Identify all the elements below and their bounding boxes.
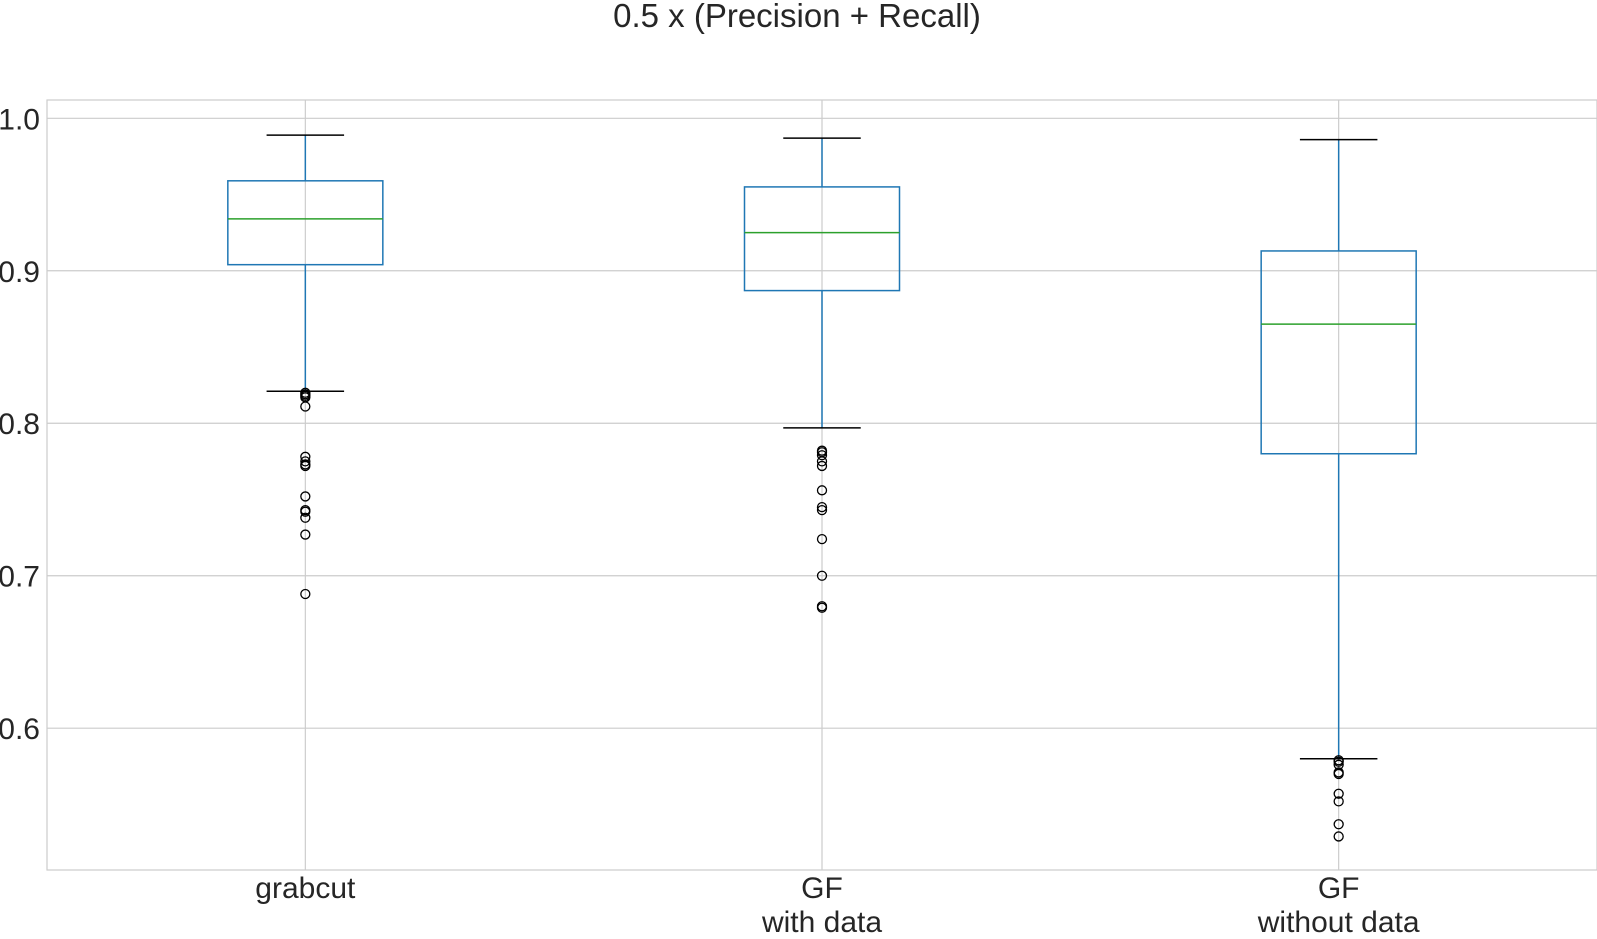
x-tick-label-line: without data [1257,906,1420,939]
y-tick-label: 0.9 [0,256,40,289]
box-iqr [1260,250,1417,455]
outlier-point [300,512,311,523]
outlier-point [816,533,828,545]
plot-area-frame [46,99,1597,871]
y-tick-label: 0.7 [0,561,40,594]
y-axis-ticks: 0.6 0.7 0.8 0.9 1.0 [0,103,40,746]
x-tick-label: GF with data [761,872,882,939]
y-tick-label: 0.8 [0,408,40,441]
outlier-point [816,505,828,516]
outlier-point [816,450,828,461]
outlier-point [300,460,311,472]
y-tick-label: 0.6 [0,713,40,746]
outlier-point [300,491,311,502]
outlier-point [1333,796,1344,807]
outlier-point [816,485,828,496]
y-tick-label: 1.0 [0,103,40,136]
chart-title: 0.5 x (Precision + Recall) [613,0,981,34]
outlier-point [816,501,828,513]
box-iqr [227,180,384,266]
outlier-point [1333,788,1344,799]
outlier-point [300,588,311,600]
x-tick-label-line: with data [761,906,882,939]
grid-lines [47,100,1597,870]
outlier-point [300,401,311,412]
outlier-point [300,456,311,467]
box-layer [227,134,1417,842]
outlier-point [816,570,828,581]
outlier-point [816,456,828,467]
box-group [1260,138,1417,842]
outlier-point [816,460,828,472]
x-tick-label-line: GF [1318,872,1360,905]
x-tick-label: GF without data [1257,872,1420,939]
outlier-point [300,506,311,517]
box-group [743,137,901,613]
outlier-point [300,529,311,540]
x-tick-label-line: grabcut [255,872,356,905]
x-tick-label: grabcut [255,872,356,905]
box-group [227,134,384,600]
outlier-point [1333,831,1344,842]
outlier-point [816,602,828,613]
outlier-point [1333,819,1344,830]
outlier-point [1333,756,1344,767]
outlier-point [1333,768,1344,780]
box-iqr [743,186,901,292]
x-tick-label-line: GF [801,872,843,905]
